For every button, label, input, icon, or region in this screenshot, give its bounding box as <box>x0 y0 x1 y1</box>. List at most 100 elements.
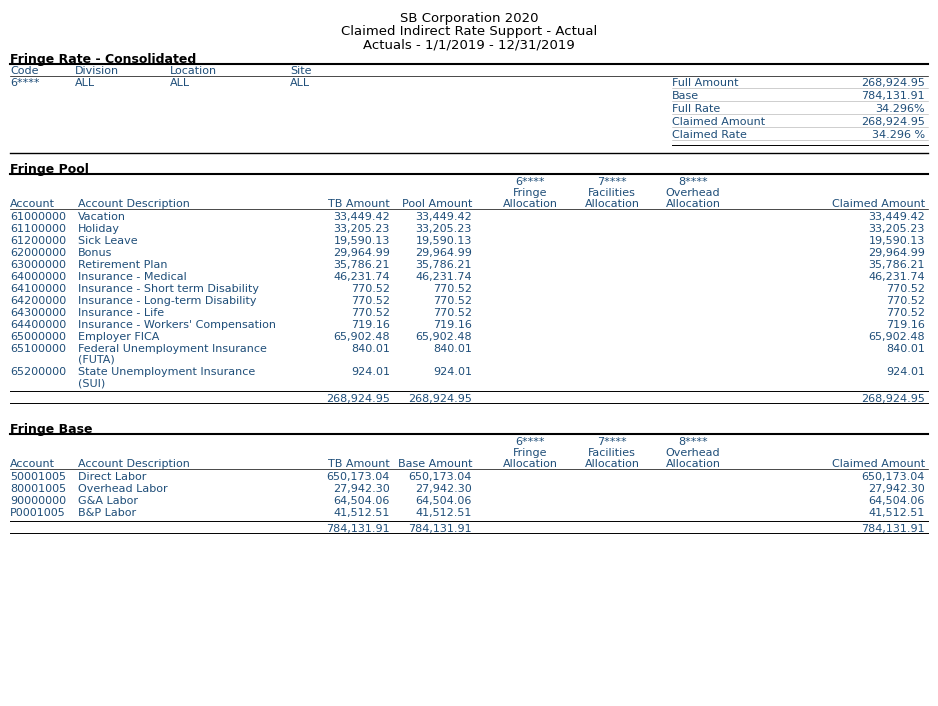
Text: Fringe Rate - Consolidated: Fringe Rate - Consolidated <box>10 53 196 66</box>
Text: 719.16: 719.16 <box>433 320 472 330</box>
Text: Full Amount: Full Amount <box>672 78 738 88</box>
Text: Pool Amount: Pool Amount <box>401 199 472 209</box>
Text: 46,231.74: 46,231.74 <box>869 272 925 282</box>
Text: 64,504.06: 64,504.06 <box>869 496 925 506</box>
Text: Allocation: Allocation <box>503 459 557 469</box>
Text: 268,924.95: 268,924.95 <box>408 394 472 404</box>
Text: 64000000: 64000000 <box>10 272 66 282</box>
Text: 61100000: 61100000 <box>10 224 66 234</box>
Text: Insurance - Medical: Insurance - Medical <box>78 272 187 282</box>
Text: Overhead Labor: Overhead Labor <box>78 484 168 494</box>
Text: Site: Site <box>290 66 311 76</box>
Text: 770.52: 770.52 <box>433 296 472 306</box>
Text: 784,131.91: 784,131.91 <box>861 524 925 534</box>
Text: (SUI): (SUI) <box>78 378 105 388</box>
Text: 64,504.06: 64,504.06 <box>334 496 390 506</box>
Text: 719.16: 719.16 <box>351 320 390 330</box>
Text: 80001005: 80001005 <box>10 484 66 494</box>
Text: 33,205.23: 33,205.23 <box>416 224 472 234</box>
Text: 924.01: 924.01 <box>886 367 925 377</box>
Text: Insurance - Life: Insurance - Life <box>78 308 164 318</box>
Text: 924.01: 924.01 <box>433 367 472 377</box>
Text: Allocation: Allocation <box>665 199 720 209</box>
Text: 27,942.30: 27,942.30 <box>333 484 390 494</box>
Text: 65,902.48: 65,902.48 <box>333 332 390 342</box>
Text: 29,964.99: 29,964.99 <box>416 248 472 258</box>
Text: Fringe: Fringe <box>513 188 547 198</box>
Text: Code: Code <box>10 66 38 76</box>
Text: 27,942.30: 27,942.30 <box>416 484 472 494</box>
Text: 770.52: 770.52 <box>351 284 390 294</box>
Text: Vacation: Vacation <box>78 212 126 222</box>
Text: B&P Labor: B&P Labor <box>78 508 136 518</box>
Text: SB Corporation 2020: SB Corporation 2020 <box>400 12 538 25</box>
Text: 35,786.21: 35,786.21 <box>869 260 925 270</box>
Text: Allocation: Allocation <box>584 459 640 469</box>
Text: 7****: 7**** <box>598 437 627 447</box>
Text: Overhead: Overhead <box>666 448 720 458</box>
Text: Claimed Amount: Claimed Amount <box>672 117 765 127</box>
Text: Account Description: Account Description <box>78 199 189 209</box>
Text: 65100000: 65100000 <box>10 344 66 354</box>
Text: 650,173.04: 650,173.04 <box>862 472 925 482</box>
Text: Allocation: Allocation <box>665 459 720 469</box>
Text: Federal Unemployment Insurance: Federal Unemployment Insurance <box>78 344 267 354</box>
Text: 64300000: 64300000 <box>10 308 66 318</box>
Text: 7****: 7**** <box>598 177 627 187</box>
Text: Allocation: Allocation <box>503 199 557 209</box>
Text: 784,131.91: 784,131.91 <box>861 91 925 101</box>
Text: 719.16: 719.16 <box>886 320 925 330</box>
Text: Claimed Rate: Claimed Rate <box>672 130 747 140</box>
Text: Facilities: Facilities <box>588 448 636 458</box>
Text: 61200000: 61200000 <box>10 236 66 246</box>
Text: 62000000: 62000000 <box>10 248 66 258</box>
Text: Actuals - 1/1/2019 - 12/31/2019: Actuals - 1/1/2019 - 12/31/2019 <box>363 38 575 51</box>
Text: 33,449.42: 33,449.42 <box>416 212 472 222</box>
Text: Insurance - Workers' Compensation: Insurance - Workers' Compensation <box>78 320 276 330</box>
Text: 34.296 %: 34.296 % <box>872 130 925 140</box>
Text: 46,231.74: 46,231.74 <box>416 272 472 282</box>
Text: State Unemployment Insurance: State Unemployment Insurance <box>78 367 255 377</box>
Text: Base: Base <box>672 91 699 101</box>
Text: Allocation: Allocation <box>584 199 640 209</box>
Text: 770.52: 770.52 <box>351 296 390 306</box>
Text: 64100000: 64100000 <box>10 284 66 294</box>
Text: G&A Labor: G&A Labor <box>78 496 138 506</box>
Text: 268,924.95: 268,924.95 <box>326 394 390 404</box>
Text: 65,902.48: 65,902.48 <box>869 332 925 342</box>
Text: 34.296%: 34.296% <box>875 104 925 114</box>
Text: Fringe: Fringe <box>513 448 547 458</box>
Text: 63000000: 63000000 <box>10 260 66 270</box>
Text: Account Description: Account Description <box>78 459 189 469</box>
Text: 770.52: 770.52 <box>433 308 472 318</box>
Text: Facilities: Facilities <box>588 188 636 198</box>
Text: 840.01: 840.01 <box>433 344 472 354</box>
Text: 268,924.95: 268,924.95 <box>861 394 925 404</box>
Text: 770.52: 770.52 <box>886 284 925 294</box>
Text: Fringe Base: Fringe Base <box>10 423 93 436</box>
Text: 65200000: 65200000 <box>10 367 66 377</box>
Text: 6****: 6**** <box>515 177 545 187</box>
Text: 840.01: 840.01 <box>886 344 925 354</box>
Text: 6****: 6**** <box>515 437 545 447</box>
Text: Claimed Amount: Claimed Amount <box>832 199 925 209</box>
Text: 50001005: 50001005 <box>10 472 66 482</box>
Text: Employer FICA: Employer FICA <box>78 332 159 342</box>
Text: (FUTA): (FUTA) <box>78 355 114 365</box>
Text: 65000000: 65000000 <box>10 332 66 342</box>
Text: TB Amount: TB Amount <box>328 199 390 209</box>
Text: 64400000: 64400000 <box>10 320 67 330</box>
Text: ALL: ALL <box>290 78 310 88</box>
Text: 41,512.51: 41,512.51 <box>869 508 925 518</box>
Text: 784,131.91: 784,131.91 <box>326 524 390 534</box>
Text: Sick Leave: Sick Leave <box>78 236 138 246</box>
Text: 33,205.23: 33,205.23 <box>869 224 925 234</box>
Text: ALL: ALL <box>75 78 95 88</box>
Text: 8****: 8**** <box>678 177 708 187</box>
Text: Fringe Pool: Fringe Pool <box>10 163 89 176</box>
Text: 770.52: 770.52 <box>886 296 925 306</box>
Text: 784,131.91: 784,131.91 <box>408 524 472 534</box>
Text: 46,231.74: 46,231.74 <box>333 272 390 282</box>
Text: 924.01: 924.01 <box>351 367 390 377</box>
Text: 19,590.13: 19,590.13 <box>416 236 472 246</box>
